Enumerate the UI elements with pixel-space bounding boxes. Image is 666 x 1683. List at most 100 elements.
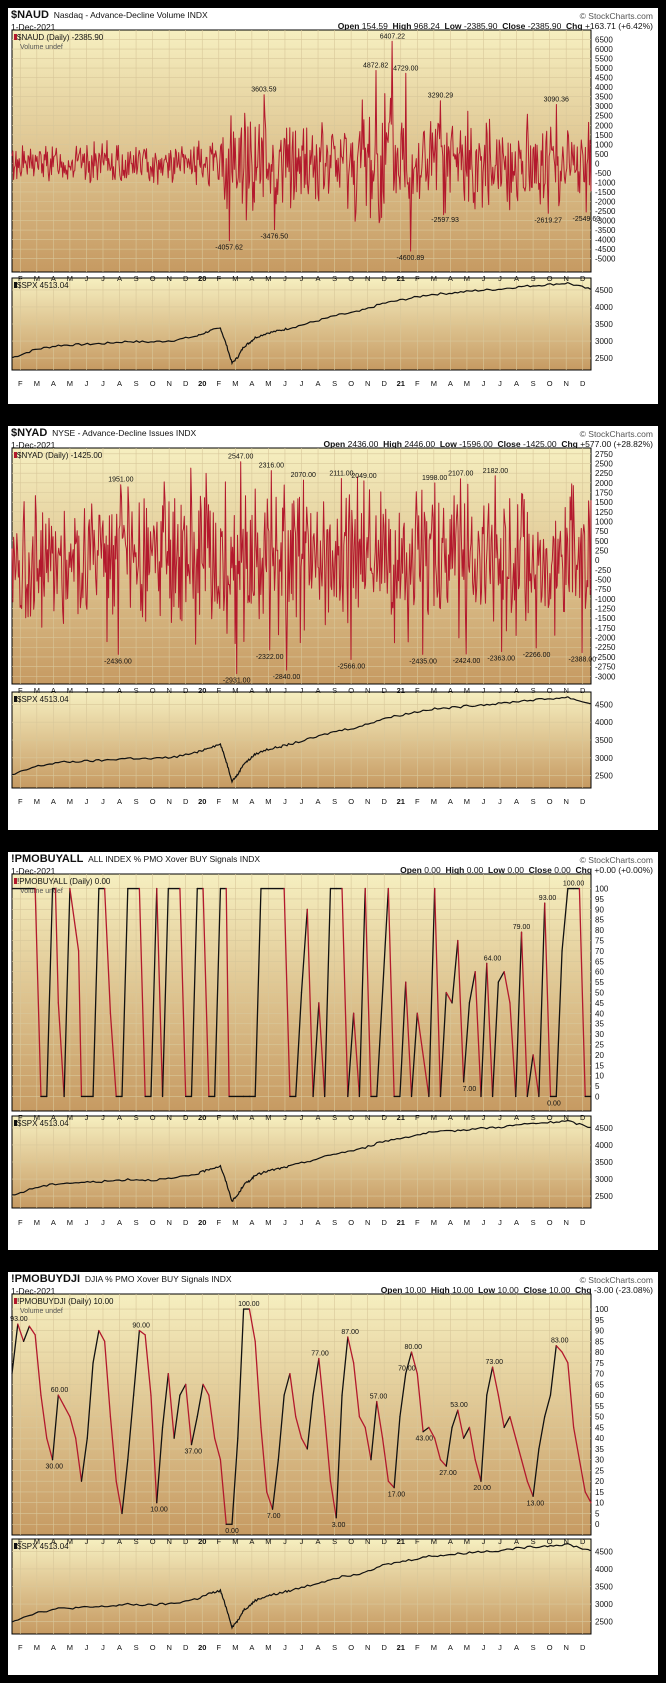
indicator-series-segment xyxy=(497,971,505,983)
data-label: 1998.00 xyxy=(422,475,447,482)
legend-label: !PMOBUYDJI (Daily) 10.00 xyxy=(17,1297,114,1306)
x-tick-label: A xyxy=(316,1218,321,1227)
indicator-series-line xyxy=(11,461,592,675)
indicator-series-segment xyxy=(208,1394,216,1439)
indicator-series-segment xyxy=(457,939,465,1083)
legend-swatch xyxy=(14,282,17,288)
indicator-series-segment xyxy=(156,1426,164,1504)
x-tick-label: N xyxy=(563,1218,568,1227)
x-tick-label: O xyxy=(348,1643,354,1652)
x-tick-label: F xyxy=(18,797,23,806)
x-tick-label: N xyxy=(563,274,568,283)
indicator-series-segment xyxy=(40,1394,48,1439)
x-tick-label: O xyxy=(547,1643,553,1652)
data-label: -2566.00 xyxy=(337,663,365,670)
indicator-series-segment xyxy=(115,1480,123,1515)
indicator-series-segment xyxy=(544,902,552,1098)
data-label: -2840.00 xyxy=(273,674,301,681)
x-tick-label: J xyxy=(85,1643,89,1652)
x-tick-label: M xyxy=(431,1537,437,1546)
data-label: 30.00 xyxy=(46,1464,64,1471)
indicator-series-segment xyxy=(555,950,563,1098)
data-label: 60.00 xyxy=(51,1387,69,1394)
x-tick-label: A xyxy=(117,274,122,283)
data-label: 2316.00 xyxy=(259,463,284,470)
x-tick-label: M xyxy=(232,1643,238,1652)
x-tick-label: J xyxy=(283,1113,287,1122)
x-tick-label: A xyxy=(514,379,519,388)
x-tick-label: M xyxy=(431,274,437,283)
y-tick-label: 25 xyxy=(595,1040,604,1049)
y-tick-label: -1500 xyxy=(595,614,616,623)
x-tick-label: A xyxy=(448,274,453,283)
indicator-series-segment xyxy=(202,887,210,1098)
x-tick-label: A xyxy=(249,797,254,806)
x-tick-label: A xyxy=(316,686,321,695)
x-tick-label: J xyxy=(482,1643,486,1652)
x-tick-label: M xyxy=(464,1643,470,1652)
y-tick-label: 5000 xyxy=(595,64,613,73)
y-tick-label: 20 xyxy=(595,1051,604,1060)
indicator-series-segment xyxy=(549,1344,557,1396)
x-tick-label: O xyxy=(547,1113,553,1122)
x-tick-label: A xyxy=(117,1218,122,1227)
volume-label: Volume undef xyxy=(20,44,63,51)
x-tick-label: J xyxy=(101,379,105,388)
indicator-series-segment xyxy=(324,1416,332,1482)
y-tick-label: 2500 xyxy=(595,1192,613,1201)
x-tick-label: J xyxy=(498,1537,502,1546)
data-label: 7.00 xyxy=(463,1086,477,1093)
indicator-series-segment xyxy=(474,971,482,1098)
x-tick-label: M xyxy=(265,379,271,388)
x-tick-label: N xyxy=(365,797,370,806)
x-tick-label: F xyxy=(216,274,221,283)
x-tick-label: F xyxy=(216,1537,221,1546)
data-label: 13.00 xyxy=(527,1500,545,1507)
x-tick-label: F xyxy=(415,379,420,388)
x-tick-label: M xyxy=(232,1537,238,1546)
x-tick-label: 21 xyxy=(397,797,405,806)
symbol-description: NYSE - Advance-Decline Issues INDX xyxy=(52,428,197,438)
indicator-series-segment xyxy=(451,939,459,1004)
legend-swatch xyxy=(14,696,17,702)
indicator-series-segment xyxy=(544,1394,552,1418)
x-tick-label: J xyxy=(482,1218,486,1227)
x-tick-label: M xyxy=(232,686,238,695)
data-label: -2435.00 xyxy=(409,658,437,665)
y-tick-label: 45 xyxy=(595,999,604,1008)
x-tick-label: M xyxy=(232,274,238,283)
indicator-series-segment xyxy=(98,1329,106,1342)
data-label: 83.00 xyxy=(551,1338,569,1345)
x-tick-label: M xyxy=(431,1113,437,1122)
x-tick-label: F xyxy=(415,274,420,283)
data-label: 87.00 xyxy=(341,1329,359,1336)
y-tick-label: 3500 xyxy=(595,736,613,745)
indicator-series-segment xyxy=(295,1416,303,1439)
panel-header: !PMOBUYALL ALL INDEX % PMO Xover BUY Sig… xyxy=(11,853,260,865)
x-tick-label: J xyxy=(300,274,304,283)
x-tick-label: F xyxy=(216,797,221,806)
y-tick-label: 40 xyxy=(595,1009,604,1018)
x-tick-label: J xyxy=(283,1537,287,1546)
x-tick-label: N xyxy=(166,379,171,388)
x-tick-label: J xyxy=(101,274,105,283)
panel-header: $NYAD NYSE - Advance-Decline Issues INDX xyxy=(11,427,196,439)
x-tick-label: A xyxy=(316,1537,321,1546)
indicator-series-segment xyxy=(405,1351,413,1375)
x-tick-label: J xyxy=(498,274,502,283)
indicator-series-segment xyxy=(196,1383,204,1418)
x-tick-label: F xyxy=(415,797,420,806)
x-tick-label: M xyxy=(34,1113,40,1122)
legend-swatch xyxy=(14,1543,17,1549)
x-tick-label: F xyxy=(415,1537,420,1546)
watermark: © StockCharts.com xyxy=(579,855,653,865)
y-tick-label: 4000 xyxy=(595,1141,613,1150)
x-tick-label: J xyxy=(283,274,287,283)
indicator-series-segment xyxy=(109,1416,117,1482)
x-tick-label: M xyxy=(431,797,437,806)
x-tick-label: A xyxy=(448,1113,453,1122)
x-tick-label: M xyxy=(67,1113,73,1122)
y-tick-label: 75 xyxy=(595,1359,604,1368)
x-tick-label: M xyxy=(431,379,437,388)
chart-panel-pmobuyall: !PMOBUYALL ALL INDEX % PMO Xover BUY Sig… xyxy=(8,852,658,1250)
